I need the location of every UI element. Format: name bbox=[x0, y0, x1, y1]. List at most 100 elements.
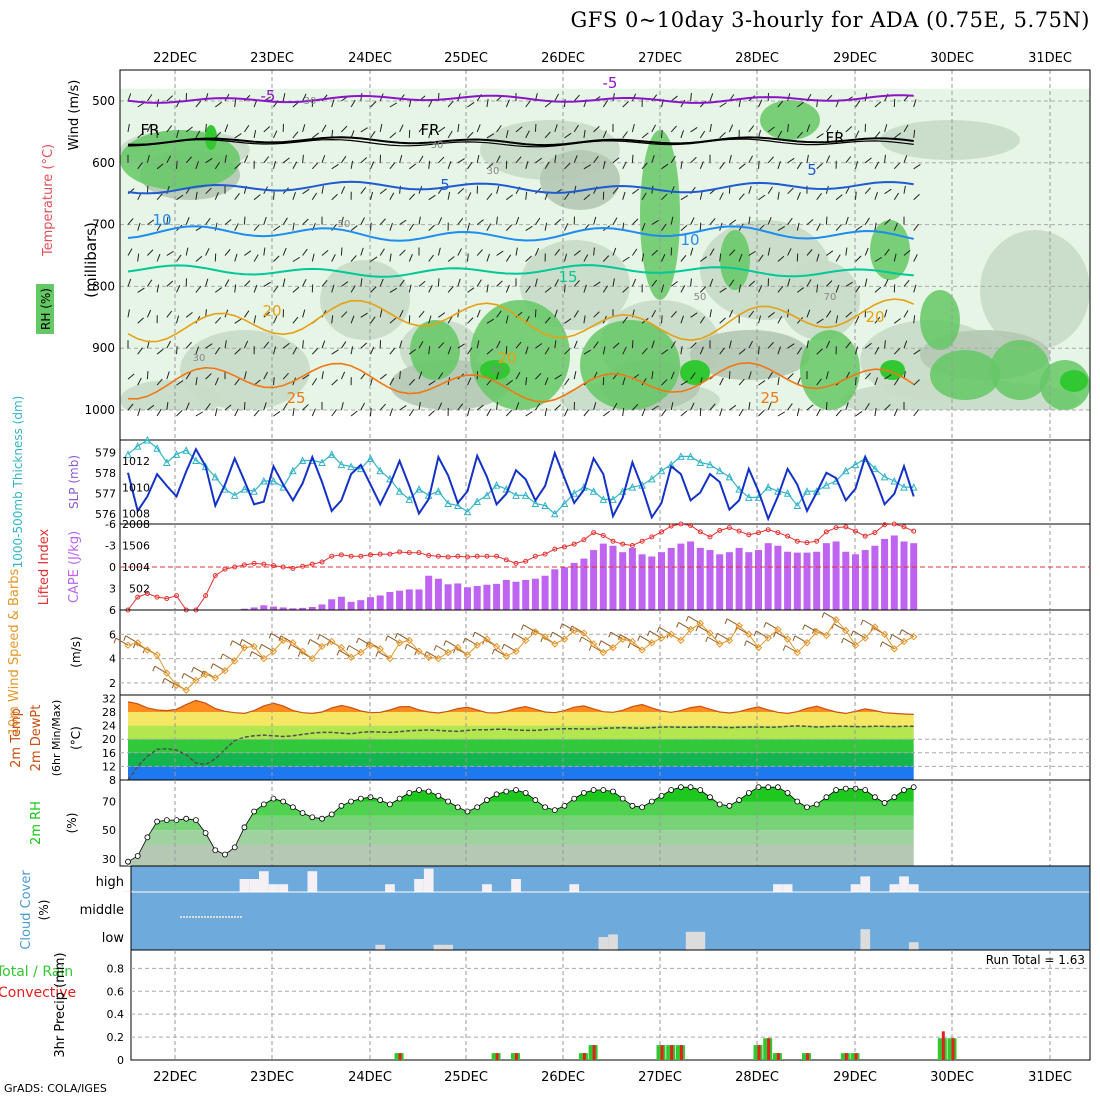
temp2m-tick: 20 bbox=[102, 733, 116, 746]
rh-axis-label: RH (%) bbox=[39, 288, 53, 330]
lifted-index-axis-label: Lifted Index bbox=[37, 528, 52, 605]
precip-convective-bar bbox=[399, 1053, 402, 1060]
date-label-top: 22DEC bbox=[153, 51, 197, 66]
rh2m-point bbox=[407, 790, 412, 795]
rh2m-point bbox=[446, 799, 451, 804]
rh2m-point bbox=[882, 800, 887, 805]
minmax-axis-label: (6hr Min/Max) bbox=[50, 700, 63, 777]
lifted-index-tick: 3 bbox=[109, 583, 116, 596]
rh2m-point bbox=[484, 798, 489, 803]
wind10m-barb-flag bbox=[192, 667, 194, 672]
date-label-bottom: 29DEC bbox=[833, 1070, 877, 1085]
wind10m-barb-flag bbox=[880, 642, 882, 647]
cape-bar bbox=[716, 554, 723, 610]
rh2m-point bbox=[135, 853, 140, 858]
rh2m-point bbox=[533, 798, 538, 803]
temp2m-tick: 32 bbox=[102, 692, 116, 705]
rh2m-point bbox=[203, 831, 208, 836]
cape-bar bbox=[862, 550, 869, 610]
rh2m-point bbox=[504, 789, 509, 794]
temp-band bbox=[120, 712, 1090, 726]
thickness-tick: 579 bbox=[95, 446, 116, 459]
cloud-bar-low bbox=[696, 932, 706, 950]
wind10m-barb-flag bbox=[289, 644, 291, 649]
rh2m-point bbox=[242, 825, 247, 830]
upper-air-ylabel: (millibars) bbox=[82, 222, 100, 298]
cloud-bar-low bbox=[599, 937, 609, 950]
rh-high-region bbox=[800, 330, 860, 410]
temp2m-tick: 28 bbox=[102, 706, 116, 719]
date-label-bottom: 31DEC bbox=[1028, 1070, 1072, 1085]
rh2m-point bbox=[746, 790, 751, 795]
isotherm-label: FR bbox=[825, 129, 844, 147]
cloud-bar-high bbox=[511, 879, 521, 892]
cape-bar bbox=[774, 546, 781, 610]
cloud-bar-low bbox=[434, 945, 444, 950]
cloud-axis-label: Cloud Cover bbox=[19, 870, 34, 950]
rh2m-point bbox=[669, 788, 674, 793]
cape-bar bbox=[707, 550, 714, 610]
wind10m-barb-flag bbox=[686, 616, 688, 621]
wind-barb bbox=[826, 217, 827, 225]
rh-contour-label: 50 bbox=[694, 292, 707, 303]
rh2m-point bbox=[252, 809, 257, 814]
wind-barb bbox=[565, 99, 566, 107]
rh2m-point bbox=[824, 795, 829, 800]
rh2m-point bbox=[523, 790, 528, 795]
wind10m-barb-flag bbox=[492, 649, 494, 654]
rh2m-point bbox=[193, 818, 198, 823]
wind10m-barb-flag bbox=[599, 641, 601, 646]
cloud-bar-high bbox=[783, 884, 793, 892]
cape-bar bbox=[406, 589, 413, 610]
wind-barb bbox=[759, 346, 760, 354]
cape-bar bbox=[357, 600, 364, 610]
rh-contour-region bbox=[320, 260, 410, 340]
date-label-top: 28DEC bbox=[735, 51, 779, 66]
rh2m-point bbox=[843, 786, 848, 791]
chart-title: GFS 0~10day 3-hourly for ADA (0.75E, 5.7… bbox=[440, 8, 1090, 32]
wind10m-barb-flag bbox=[357, 638, 359, 643]
cloud-bar-high bbox=[414, 879, 424, 892]
precip-convective-bar bbox=[806, 1053, 809, 1060]
lifted-index-tick: 6 bbox=[109, 604, 116, 617]
cape-bar bbox=[619, 552, 626, 610]
rh2m-point bbox=[320, 816, 325, 821]
rh-high-region bbox=[580, 320, 680, 410]
cape-bar bbox=[668, 548, 675, 610]
rh2m-point bbox=[601, 788, 606, 793]
precip-tick: 0.6 bbox=[107, 985, 125, 998]
cloud-bar-low bbox=[909, 942, 919, 950]
precip-convective-bar bbox=[845, 1053, 848, 1060]
rh2m-point bbox=[145, 835, 150, 840]
rh2m-point bbox=[514, 788, 519, 793]
cloud-bar-high bbox=[569, 884, 579, 892]
wind-barb bbox=[371, 223, 372, 231]
wind10m-barb-flag bbox=[861, 620, 863, 625]
wind10m-barb-flag bbox=[240, 639, 242, 644]
wind10m-barb-flag bbox=[347, 646, 349, 651]
wind-barb bbox=[468, 254, 469, 262]
wind10m-barb-flag bbox=[230, 641, 232, 646]
cape-bar bbox=[842, 552, 849, 610]
date-label-bottom: 25DEC bbox=[444, 1070, 488, 1085]
wind10m-barb-flag bbox=[793, 636, 795, 641]
rh2m-point bbox=[717, 802, 722, 807]
wind-barb bbox=[244, 217, 245, 225]
wind10m-barb-flag bbox=[589, 646, 591, 651]
rh2m-point bbox=[591, 788, 596, 793]
wind10m-barb-flag bbox=[842, 638, 844, 643]
cloud-bar-high bbox=[240, 879, 250, 892]
wind-barb bbox=[632, 155, 633, 163]
wind10m-barb-flag bbox=[696, 626, 698, 631]
cape-bar bbox=[319, 604, 326, 610]
isotherm-label: -5 bbox=[603, 74, 618, 92]
wind-barb bbox=[274, 377, 275, 385]
temp-band bbox=[120, 766, 1090, 780]
wind10m-barb-flag bbox=[754, 631, 756, 636]
rh2m-tick: 70 bbox=[102, 796, 116, 809]
cape-bar bbox=[580, 559, 587, 610]
cape-bar bbox=[590, 550, 597, 610]
rh2m-tick: 50 bbox=[102, 824, 116, 837]
rh2m-point bbox=[620, 796, 625, 801]
